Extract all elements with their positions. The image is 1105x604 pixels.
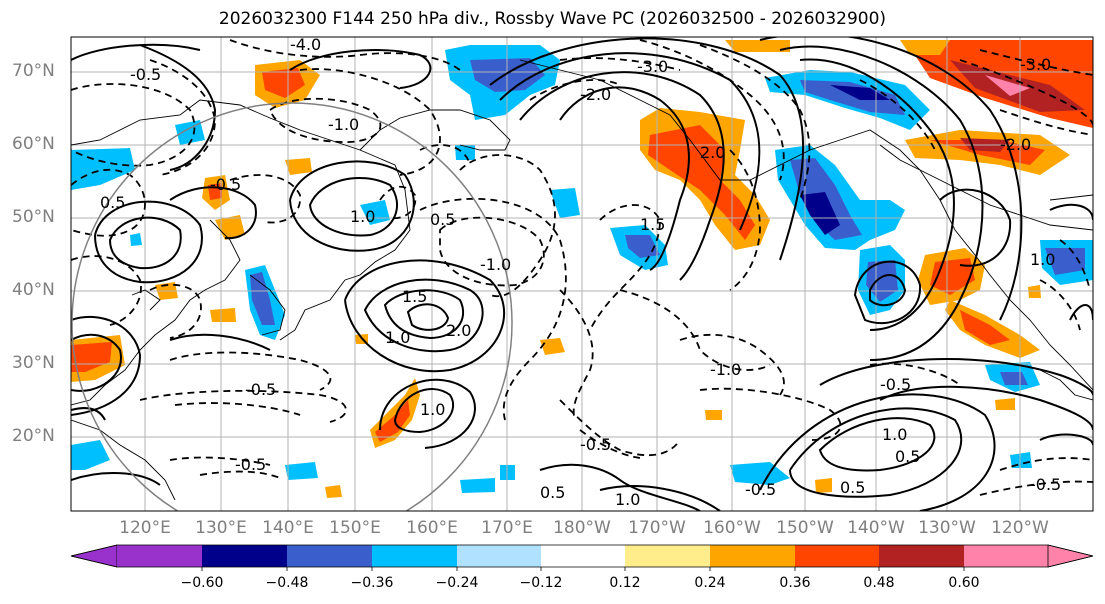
lat-label-70n: 70°N [12, 61, 55, 81]
colorbar-tick: −0.36 [350, 575, 394, 591]
lat-label-60n: 60°N [12, 134, 55, 154]
svg-text:1.0: 1.0 [420, 400, 445, 419]
svg-text:-0.5: -0.5 [880, 375, 911, 394]
svg-text:1.0: 1.0 [1030, 250, 1055, 269]
solid-contours [71, 37, 1093, 511]
svg-text:-2.0: -2.0 [580, 85, 611, 104]
rossby-wave-region-circle [71, 102, 513, 511]
svg-text:1.5: 1.5 [402, 287, 427, 306]
svg-text:1.0: 1.0 [385, 328, 410, 347]
svg-text:0.5: 0.5 [430, 210, 455, 229]
lon-label-150w: 150°W [776, 518, 834, 538]
map-title: 2026032300 F144 250 hPa div., Rossby Wav… [218, 9, 887, 29]
colorbar-tick: 0.36 [779, 575, 811, 591]
svg-text:-0.5: -0.5 [210, 175, 241, 194]
lat-label-50n: 50°N [12, 207, 55, 227]
svg-text:1.5: 1.5 [640, 215, 665, 234]
svg-text:-0.5: -0.5 [245, 380, 276, 399]
lon-label-130e: 130°E [195, 518, 247, 538]
colorbar-tick: 0.24 [694, 575, 726, 591]
svg-text:-1.0: -1.0 [328, 115, 359, 134]
svg-text:-0.5: -0.5 [745, 480, 776, 499]
colorbar-tick: −0.60 [180, 575, 224, 591]
svg-text:-3.0: -3.0 [1020, 55, 1051, 74]
lat-label-20n: 20°N [12, 426, 55, 446]
lat-label-30n: 30°N [12, 353, 55, 373]
svg-text:-0.5: -0.5 [1030, 475, 1061, 494]
lon-label-140w: 140°W [847, 518, 905, 538]
svg-text:-0.5: -0.5 [130, 65, 161, 84]
svg-text:-0.5: -0.5 [235, 455, 266, 474]
svg-text:0.5: 0.5 [840, 478, 865, 497]
svg-text:-1.0: -1.0 [480, 255, 511, 274]
svg-text:0.5: 0.5 [895, 447, 920, 466]
lon-label-120e: 120°E [119, 518, 171, 538]
svg-text:2.0: 2.0 [700, 143, 725, 162]
svg-text:-3.0: -3.0 [637, 57, 668, 76]
lon-label-140e: 140°E [262, 518, 314, 538]
lon-label-160e: 160°E [406, 518, 458, 538]
svg-text:-4.0: -4.0 [290, 35, 321, 54]
dashed-contours [71, 39, 1093, 496]
svg-text:1.0: 1.0 [615, 490, 640, 509]
plot-frame [70, 36, 1094, 512]
lon-label-170w: 170°W [628, 518, 686, 538]
svg-text:2.0: 2.0 [446, 321, 471, 340]
contour-labels: 1.5 2.0 1.0 1.0 1.0 0.5 1.0 0.5 0.5 1.0 … [100, 35, 1061, 509]
svg-text:0.5: 0.5 [540, 483, 565, 502]
svg-text:1.0: 1.0 [882, 425, 907, 444]
lon-label-130w: 130°W [918, 518, 976, 538]
svg-text:1.0: 1.0 [350, 207, 375, 226]
colorbar-tick: 0.12 [609, 575, 641, 591]
colorbar-tick: −0.24 [435, 575, 479, 591]
svg-text:-0.5: -0.5 [580, 435, 611, 454]
colorbar-tick: 0.60 [948, 575, 980, 591]
colorbar [70, 544, 1094, 571]
lon-label-180w: 180°W [553, 518, 611, 538]
lon-label-120w: 120°W [991, 518, 1049, 538]
colorbar-tick: 0.48 [863, 575, 895, 591]
lon-label-160w: 160°W [703, 518, 761, 538]
colorbar-tick: −0.12 [519, 575, 563, 591]
svg-text:-1.0: -1.0 [710, 360, 741, 379]
colorbar-tick: −0.48 [265, 575, 309, 591]
lon-label-170e: 170°E [481, 518, 533, 538]
lon-label-150e: 150°E [329, 518, 381, 538]
coastlines [71, 59, 1093, 501]
svg-text:0.5: 0.5 [100, 193, 125, 212]
lat-label-40n: 40°N [12, 280, 55, 300]
svg-text:-2.0: -2.0 [1000, 135, 1031, 154]
map-field [71, 37, 1093, 511]
